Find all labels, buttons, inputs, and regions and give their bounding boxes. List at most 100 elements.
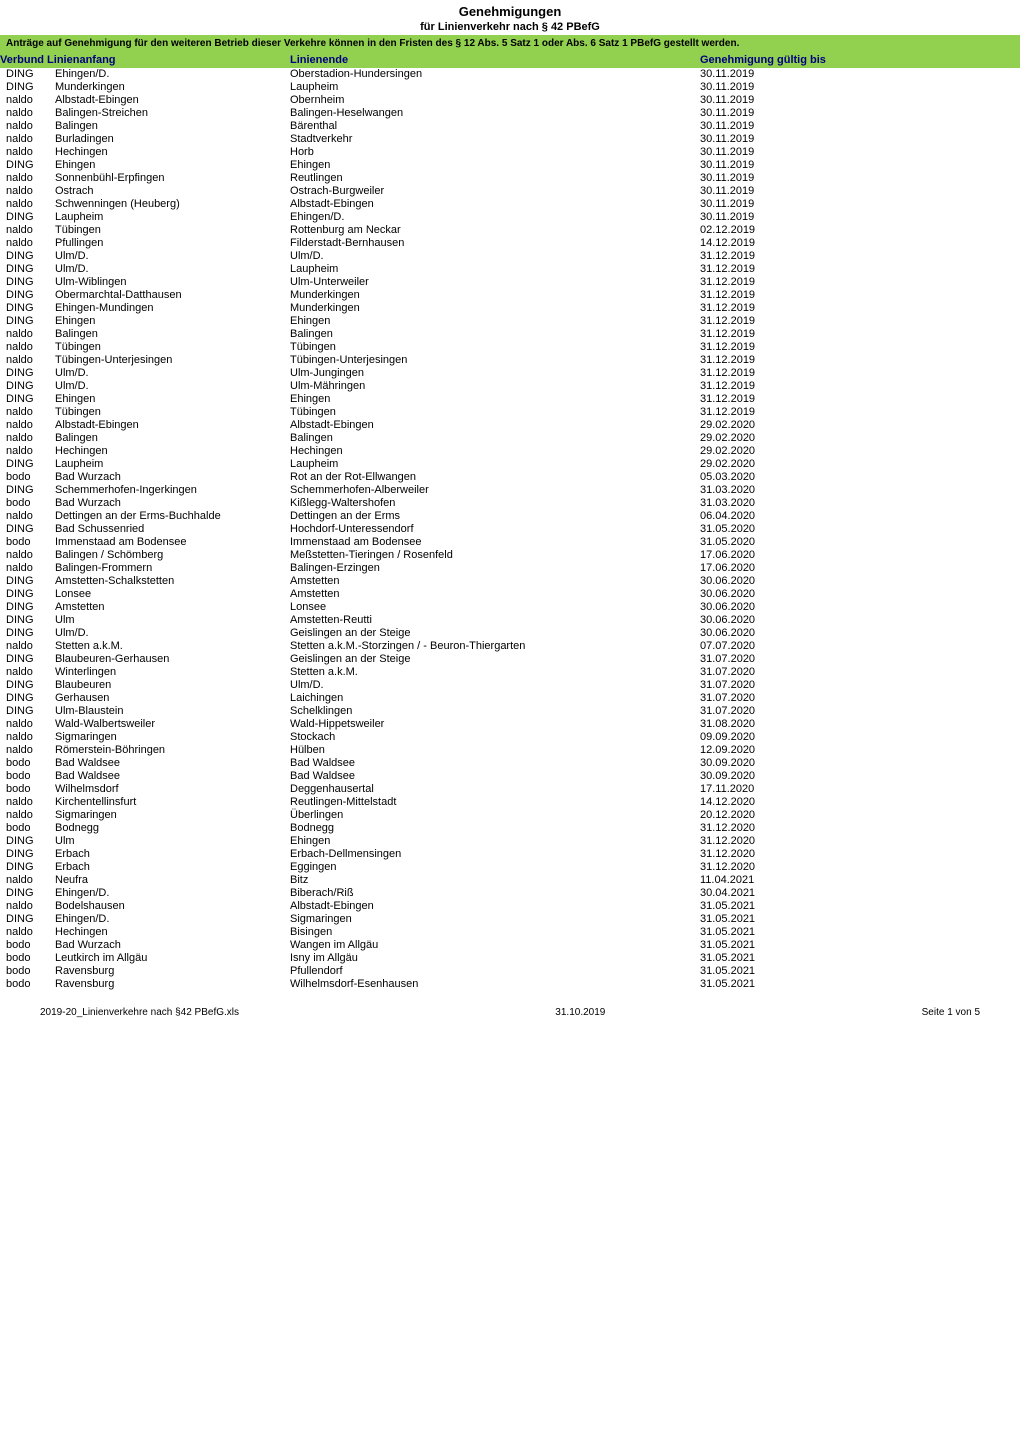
cell-anfang: Leutkirch im Allgäu: [55, 952, 290, 964]
table-row: bodoBad WaldseeBad Waldsee30.09.2020: [0, 757, 1020, 770]
cell-ende: Bisingen: [290, 926, 700, 938]
cell-gueltig: 30.11.2019: [700, 198, 1000, 210]
cell-ende: Wilhelmsdorf-Esenhausen: [290, 978, 700, 990]
cell-verbund: naldo: [0, 419, 55, 431]
cell-ende: Laichingen: [290, 692, 700, 704]
cell-gueltig: 30.09.2020: [700, 757, 1000, 769]
cell-ende: Oberstadion-Hundersingen: [290, 68, 700, 80]
cell-ende: Munderkingen: [290, 289, 700, 301]
table-row: naldoSigmaringenÜberlingen20.12.2020: [0, 809, 1020, 822]
cell-ende: Kißlegg-Waltershofen: [290, 497, 700, 509]
cell-ende: Albstadt-Ebingen: [290, 198, 700, 210]
cell-verbund: DING: [0, 653, 55, 665]
cell-ende: Ehingen: [290, 315, 700, 327]
cell-verbund: naldo: [0, 900, 55, 912]
cell-gueltig: 31.12.2019: [700, 289, 1000, 301]
cell-ende: Rot an der Rot-Ellwangen: [290, 471, 700, 483]
cell-ende: Laupheim: [290, 81, 700, 93]
table-row: bodoRavensburgPfullendorf31.05.2021: [0, 965, 1020, 978]
table-row: DINGErbachEggingen31.12.2020: [0, 861, 1020, 874]
cell-gueltig: 20.12.2020: [700, 809, 1000, 821]
table-row: bodoLeutkirch im AllgäuIsny im Allgäu31.…: [0, 952, 1020, 965]
cell-gueltig: 31.12.2020: [700, 822, 1000, 834]
table-row: naldoSchwenningen (Heuberg)Albstadt-Ebin…: [0, 198, 1020, 211]
table-row: bodoBodneggBodnegg31.12.2020: [0, 822, 1020, 835]
cell-anfang: Amstetten: [55, 601, 290, 613]
cell-anfang: Bad Waldsee: [55, 757, 290, 769]
cell-ende: Deggenhausertal: [290, 783, 700, 795]
table-row: naldoRömerstein-BöhringenHülben12.09.202…: [0, 744, 1020, 757]
cell-anfang: Balingen: [55, 328, 290, 340]
cell-ende: Schemmerhofen-Alberweiler: [290, 484, 700, 496]
cell-gueltig: 06.04.2020: [700, 510, 1000, 522]
cell-anfang: Laupheim: [55, 211, 290, 223]
cell-anfang: Sonnenbühl-Erpfingen: [55, 172, 290, 184]
cell-anfang: Ehingen/D.: [55, 887, 290, 899]
table-row: naldoTübingenRottenburg am Neckar02.12.2…: [0, 224, 1020, 237]
table-row: DINGErbachErbach-Dellmensingen31.12.2020: [0, 848, 1020, 861]
cell-anfang: Albstadt-Ebingen: [55, 419, 290, 431]
table-row: DINGGerhausenLaichingen31.07.2020: [0, 692, 1020, 705]
cell-verbund: DING: [0, 263, 55, 275]
cell-gueltig: 30.11.2019: [700, 94, 1000, 106]
table-row: DINGSchemmerhofen-IngerkingenSchemmerhof…: [0, 484, 1020, 497]
footer-center: 31.10.2019: [555, 1007, 605, 1018]
table-body: DING Ehingen/D. Oberstadion-Hundersingen 30…: [0, 68, 1020, 991]
table-row: DINGEhingen-MundingenMunderkingen31.12.2…: [0, 302, 1020, 315]
cell-anfang: Hechingen: [55, 445, 290, 457]
cell-gueltig: 31.12.2019: [700, 250, 1000, 262]
cell-verbund: bodo: [0, 978, 55, 990]
cell-anfang: Tübingen: [55, 406, 290, 418]
table-row: DINGEhingenEhingen31.12.2019: [0, 393, 1020, 406]
cell-verbund: bodo: [0, 536, 55, 548]
cell-ende: Stadtverkehr: [290, 133, 700, 145]
table-row: DINGUlmEhingen31.12.2020: [0, 835, 1020, 848]
cell-verbund: DING: [0, 276, 55, 288]
cell-gueltig: 07.07.2020: [700, 640, 1000, 652]
cell-verbund: DING: [0, 848, 55, 860]
cell-gueltig: 31.12.2019: [700, 263, 1000, 275]
cell-gueltig: 31.05.2021: [700, 913, 1000, 925]
cell-gueltig: 31.12.2019: [700, 315, 1000, 327]
table-row: naldoBalingen-StreichenBalingen-Heselwan…: [0, 107, 1020, 120]
cell-gueltig: 30.06.2020: [700, 588, 1000, 600]
cell-anfang: Tübingen-Unterjesingen: [55, 354, 290, 366]
cell-verbund: DING: [0, 575, 55, 587]
cell-verbund: naldo: [0, 133, 55, 145]
cell-anfang: Erbach: [55, 861, 290, 873]
cell-ende: Filderstadt-Bernhausen: [290, 237, 700, 249]
cell-verbund: DING: [0, 692, 55, 704]
cell-gueltig: 31.07.2020: [700, 679, 1000, 691]
table-row: DINGBlaubeurenUlm/D.31.07.2020: [0, 679, 1020, 692]
table-row: DINGMunderkingenLaupheim30.11.2019: [0, 81, 1020, 94]
cell-verbund: DING: [0, 302, 55, 314]
cell-verbund: naldo: [0, 341, 55, 353]
cell-ende: Ehingen: [290, 835, 700, 847]
cell-gueltig: 09.09.2020: [700, 731, 1000, 743]
cell-ende: Hülben: [290, 744, 700, 756]
cell-ende: Hechingen: [290, 445, 700, 457]
table-row: bodoBad WurzachRot an der Rot-Ellwangen0…: [0, 471, 1020, 484]
cell-anfang: Balingen-Frommern: [55, 562, 290, 574]
cell-gueltig: 31.12.2019: [700, 276, 1000, 288]
cell-verbund: naldo: [0, 107, 55, 119]
cell-gueltig: 17.06.2020: [700, 549, 1000, 561]
cell-gueltig: 30.11.2019: [700, 185, 1000, 197]
cell-ende: Reutlingen-Mittelstadt: [290, 796, 700, 808]
cell-ende: Bad Waldsee: [290, 770, 700, 782]
cell-anfang: Amstetten-Schalkstetten: [55, 575, 290, 587]
cell-gueltig: 30.06.2020: [700, 614, 1000, 626]
cell-anfang: Ostrach: [55, 185, 290, 197]
table-row: DINGUlm/D.Laupheim31.12.2019: [0, 263, 1020, 276]
cell-ende: Bodnegg: [290, 822, 700, 834]
table-row: naldoTübingen-UnterjesingenTübingen-Unte…: [0, 354, 1020, 367]
cell-ende: Balingen-Heselwangen: [290, 107, 700, 119]
cell-gueltig: 17.11.2020: [700, 783, 1000, 795]
notice-bar: Anträge auf Genehmigung für den weiteren…: [0, 35, 1020, 52]
cell-verbund: DING: [0, 523, 55, 535]
table-row: DINGEhingen/D.Biberach/Riß30.04.2021: [0, 887, 1020, 900]
cell-verbund: naldo: [0, 198, 55, 210]
cell-anfang: Bad Waldsee: [55, 770, 290, 782]
cell-verbund: bodo: [0, 497, 55, 509]
cell-anfang: Obermarchtal-Datthausen: [55, 289, 290, 301]
